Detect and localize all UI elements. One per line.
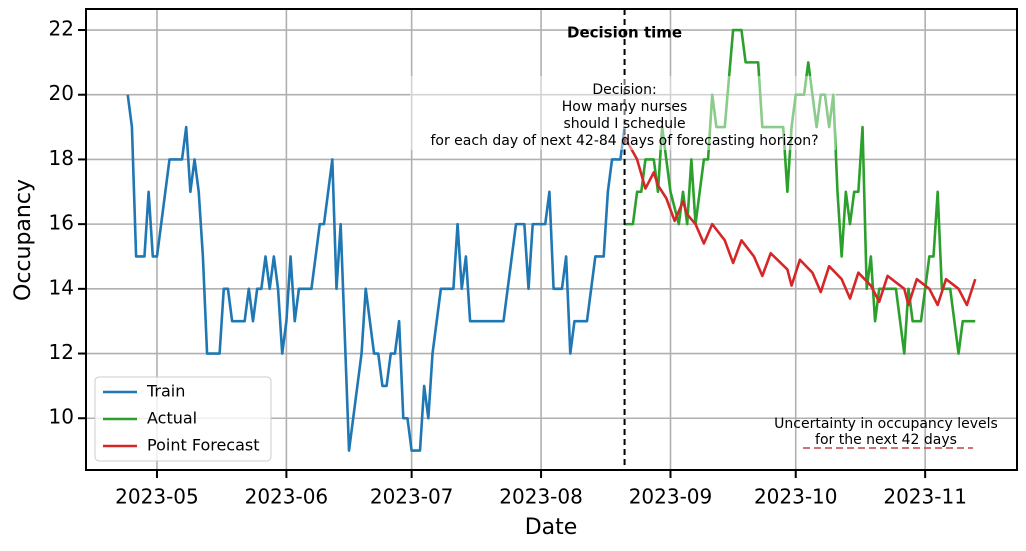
decision-note: Decision: xyxy=(592,82,656,98)
plot-area xyxy=(126,28,977,452)
y-axis-label: Occupancy xyxy=(11,179,36,301)
annotations: Decision time Decision:How many nursessho… xyxy=(410,9,998,470)
y-tick-label: 16 xyxy=(49,211,74,235)
decision-note: How many nurses xyxy=(562,99,688,115)
legend-label: Train xyxy=(146,382,185,401)
uncertainty-note: Uncertainty in occupancy levels xyxy=(774,416,998,432)
axes-frame xyxy=(85,8,1018,471)
x-tick-label: 2023-07 xyxy=(370,485,454,509)
x-axis-label: Date xyxy=(525,515,578,540)
series-line xyxy=(624,28,976,355)
y-tick-label: 20 xyxy=(49,81,74,105)
series-line xyxy=(126,94,626,452)
y-tick-label: 10 xyxy=(49,405,74,429)
x-tick-label: 2023-06 xyxy=(245,485,329,509)
x-tick-label: 2023-10 xyxy=(754,485,838,509)
legend: Train Actual Point Forecast xyxy=(94,376,272,462)
note-box xyxy=(410,76,836,150)
legend-box xyxy=(94,376,272,462)
decision-note: should I schedule xyxy=(563,116,685,132)
decision-note: for each day of next 42-84 days of forec… xyxy=(430,133,818,149)
x-tick-label: 2023-08 xyxy=(499,485,583,509)
y-tick-label: 22 xyxy=(49,17,74,41)
y-tick-label: 18 xyxy=(49,146,74,170)
grid xyxy=(86,9,1017,470)
y-tick-label: 12 xyxy=(49,340,74,364)
x-tick-label: 2023-05 xyxy=(115,485,199,509)
uncertainty-note: for the next 42 days xyxy=(815,432,957,448)
x-tick-label: 2023-11 xyxy=(883,485,967,509)
decision-label: Decision time xyxy=(567,24,682,42)
y-tick-label: 14 xyxy=(49,275,74,299)
x-tick-label: 2023-09 xyxy=(629,485,713,509)
legend-label: Actual xyxy=(147,409,197,428)
series-line xyxy=(623,136,977,307)
legend-label: Point Forecast xyxy=(147,436,260,455)
